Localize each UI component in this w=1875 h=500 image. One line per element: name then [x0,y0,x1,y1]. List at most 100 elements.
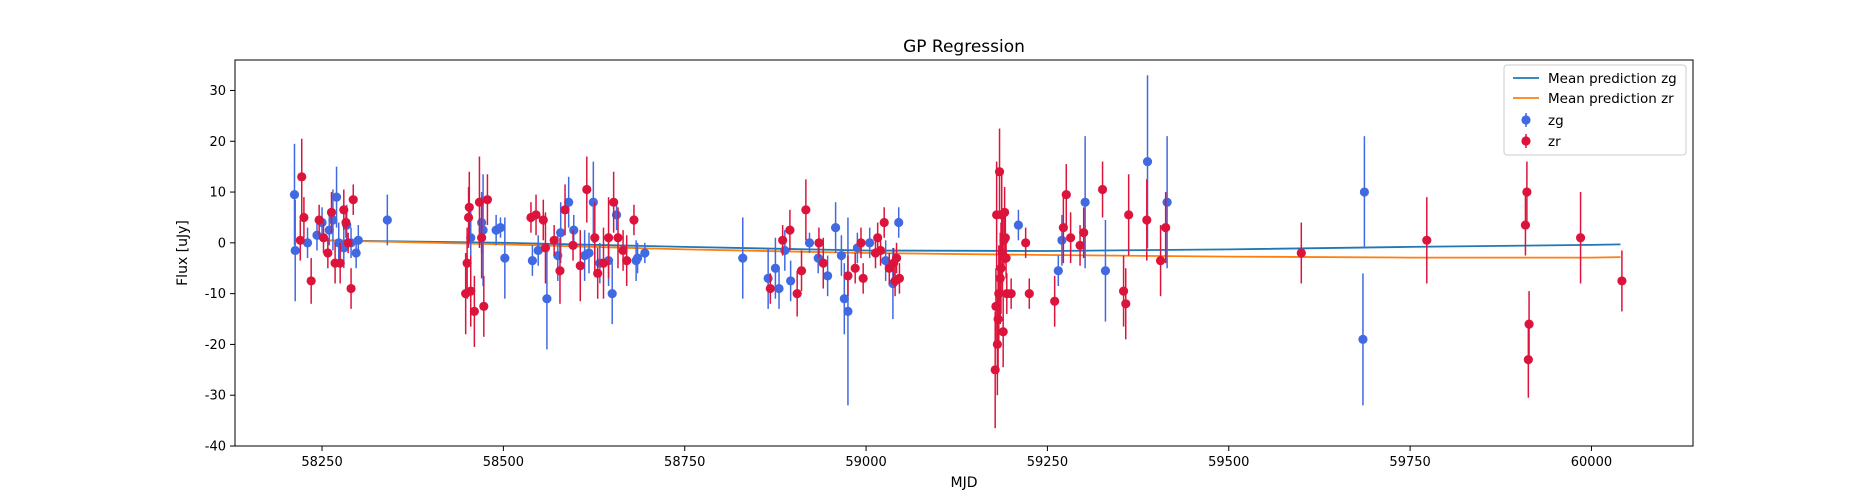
point-zr [993,314,1003,324]
point-zr [1124,210,1134,220]
point-zr [629,215,639,225]
legend-swatch-point-zg [1521,115,1531,125]
point-zr [1024,289,1034,299]
y-tick-label: -20 [205,338,226,353]
legend-label-zr: zr [1548,134,1561,150]
point-zr [1522,187,1532,197]
point-zr [314,215,324,225]
point-zr [1155,256,1166,266]
point-zg [831,223,841,233]
point-zr [778,235,788,245]
point-zr [469,306,479,317]
mean-line-zg [321,239,1621,252]
point-zr [1520,220,1531,230]
point-zr [568,240,578,250]
point-zr [326,207,337,217]
point-zr [796,266,807,276]
point-zr [462,258,472,268]
point-zr [297,172,307,182]
point-zr [879,217,889,228]
point-zr [295,235,305,245]
point-zr [1000,207,1010,217]
legend: Mean prediction zg Mean prediction zr zg zr [1503,64,1687,156]
point-zr [463,212,474,223]
point-zr [477,233,487,243]
point-zr [474,197,485,207]
point-zr [603,233,614,243]
point-zr [994,167,1005,177]
legend-swatch-point-zr [1521,136,1531,146]
point-zg [1162,197,1172,207]
point-zr [306,276,316,286]
y-tick-label: 0 [218,236,226,251]
point-zr [1079,228,1089,238]
point-zr [1061,189,1071,200]
point-zr [346,283,356,294]
point-zr [318,233,329,243]
point-zg [881,256,891,266]
plot-content [289,75,1627,429]
point-zr [785,225,795,235]
chart-title: GP Regression [903,37,1025,57]
point-zg [533,245,543,256]
x-axis-label: MJD [951,475,978,491]
point-zr [856,238,866,248]
point-zr [613,233,623,243]
point-zg [328,215,338,225]
point-zg [1142,156,1153,167]
legend-label-zg: zg [1548,113,1564,129]
point-zg [1100,266,1111,276]
point-zr [560,205,570,215]
point-zr [858,273,868,283]
point-zr [891,253,902,263]
point-zr [335,258,345,268]
point-zg [894,217,904,228]
point-zr [482,195,493,205]
point-zr [818,258,828,268]
y-tick-label: -10 [205,287,226,302]
point-zg [774,283,784,294]
point-zg [500,253,510,263]
x-tick-label: 58250 [301,455,342,470]
point-zr [875,245,886,256]
point-zg [770,263,781,273]
point-zr [590,233,600,243]
point-zr [339,205,349,215]
point-zr [894,273,905,283]
point-zg [569,225,579,235]
point-zg [584,248,594,258]
point-zg [607,289,617,299]
point-zg [1080,197,1090,207]
point-zr [622,256,632,266]
point-zr [998,327,1008,337]
point-zg [1358,334,1368,344]
point-zr [598,258,609,268]
point-zr [996,263,1006,273]
point-zr [873,233,883,243]
point-zr [540,243,551,253]
point-zr [990,365,1000,375]
point-zg [1013,220,1024,230]
x-tick-label: 59500 [1208,455,1249,470]
point-zg [632,253,643,263]
point-zg [640,248,650,258]
point-zr [1006,289,1016,299]
point-zr [479,301,489,311]
point-zr [575,261,585,271]
point-zg [823,271,833,281]
point-zg [1053,266,1063,276]
point-zr [801,205,811,215]
point-zg [527,256,538,266]
point-zr [549,235,559,245]
point-zr [1050,296,1060,306]
point-zg [289,189,300,200]
point-zr [843,271,853,281]
point-zg [302,238,313,248]
point-zg [836,250,847,261]
point-zg [290,245,300,256]
x-tick-label: 60000 [1571,455,1612,470]
point-zg [351,248,361,258]
point-zg [324,225,334,235]
point-zr [1617,276,1627,286]
legend-box [1503,64,1687,156]
